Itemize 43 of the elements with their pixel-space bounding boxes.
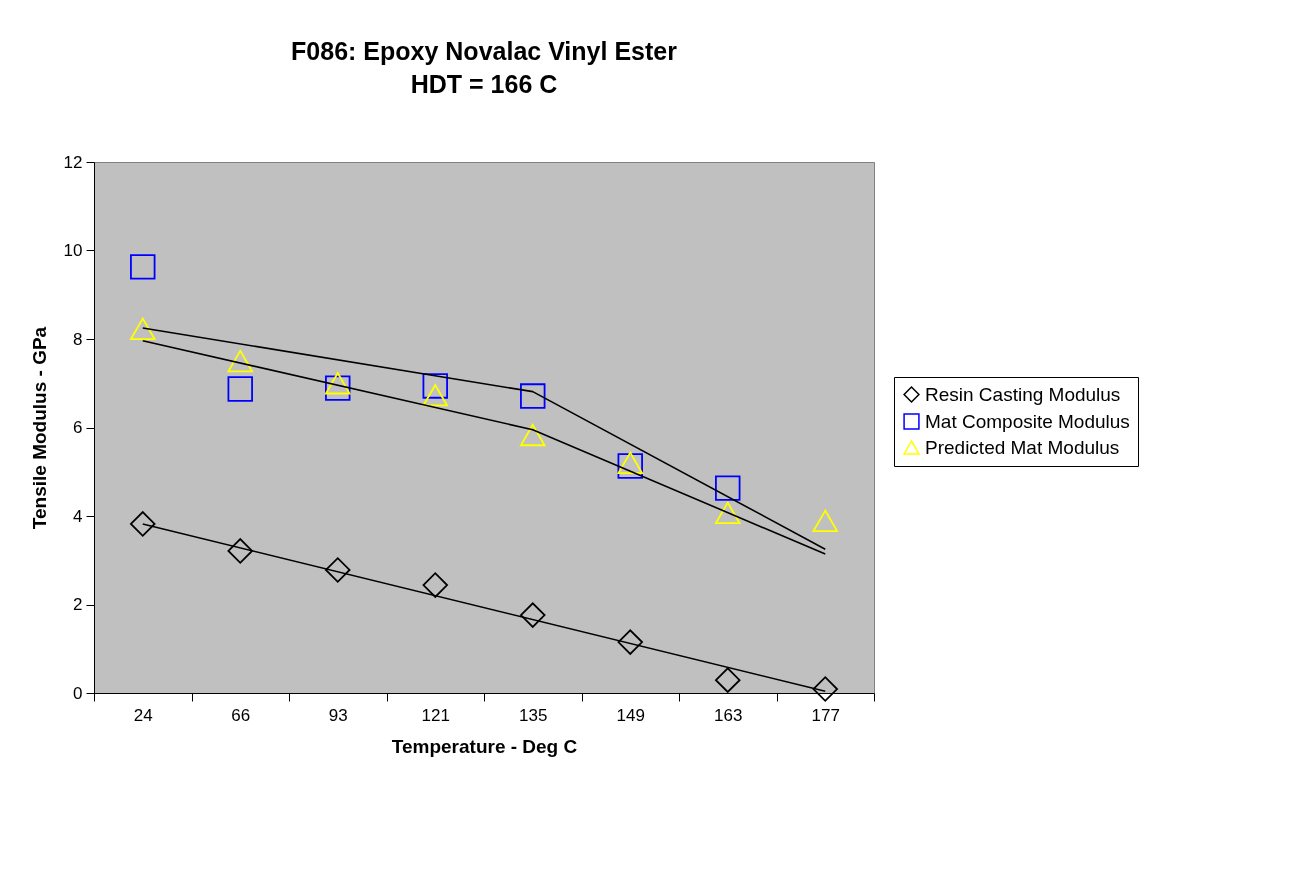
point — [715, 475, 741, 501]
chart-subtitle: HDT = 166 C — [410, 70, 558, 98]
point — [130, 511, 156, 537]
point — [520, 383, 546, 409]
point — [715, 667, 741, 693]
point — [715, 501, 741, 525]
x-tick-label: 24 — [133, 705, 153, 725]
point — [325, 557, 351, 583]
x-axis-title: Temperature - Deg C — [391, 735, 578, 757]
point — [520, 602, 546, 628]
point — [422, 572, 448, 598]
x-tick-label: 177 — [811, 705, 840, 725]
x-tick-label: 163 — [714, 705, 743, 725]
point — [130, 254, 156, 280]
x-tick-label: 135 — [519, 705, 548, 725]
point — [227, 376, 253, 402]
x-tick-label: 93 — [328, 705, 348, 725]
y-tick-label: 2 — [73, 595, 83, 614]
legend-label: Mat Composite Modulus — [925, 410, 1130, 432]
legend-label: Resin Casting Modulus — [925, 383, 1121, 405]
legend-label: Predicted Mat Modulus — [925, 436, 1120, 458]
y-tick-label: 10 — [63, 241, 83, 260]
y-tick-label: 0 — [73, 683, 83, 703]
y-tick-label: 6 — [73, 418, 83, 437]
point — [227, 538, 253, 564]
point — [520, 423, 546, 447]
point — [422, 373, 448, 399]
point — [325, 375, 351, 401]
point — [617, 629, 643, 655]
y-tick-label: 12 — [63, 152, 83, 172]
point — [422, 384, 448, 407]
point — [325, 372, 351, 395]
x-tick-label: 149 — [616, 705, 645, 725]
point — [130, 317, 156, 340]
y-tick-label: 4 — [73, 506, 83, 526]
chart-title: F086: Epoxy Novalac Vinyl Ester — [291, 37, 678, 65]
point — [227, 349, 253, 373]
x-tick-label: 121 — [421, 705, 450, 725]
point — [812, 676, 838, 702]
y-tick-label: 8 — [73, 329, 83, 349]
y-axis-title: Tensile Modulus - GPa — [28, 326, 50, 530]
x-tick-label: 66 — [231, 705, 251, 725]
point — [812, 509, 838, 533]
